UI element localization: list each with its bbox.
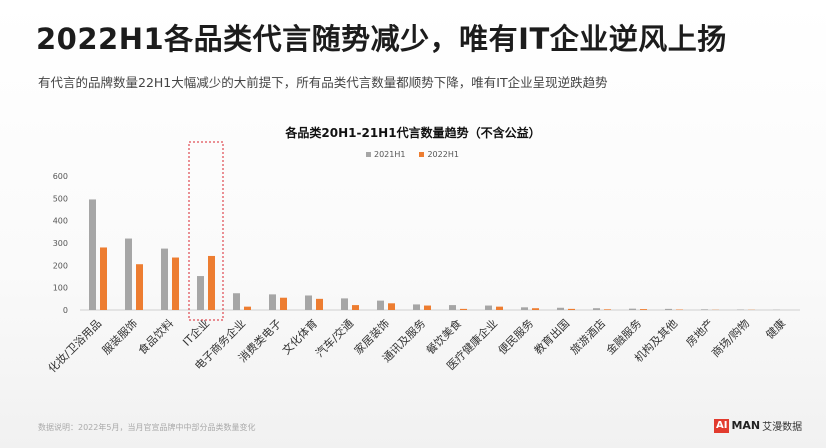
- legend-label-2021: 2021H1: [374, 150, 406, 159]
- category-label: 旅游酒店: [567, 316, 608, 357]
- category-label: 服装服饰: [99, 316, 140, 357]
- data-footnote: 数据说明：2022年5月，当月官宣品牌中中部分品类数量变化: [38, 423, 256, 432]
- bar-2022H1-13: [568, 308, 575, 310]
- chart-legend: 2021H1 2022H1: [366, 150, 459, 159]
- bar-2022H1-7: [352, 305, 359, 310]
- page-title: 2022H1各品类代言随势减少，唯有IT企业逆风上扬: [36, 22, 727, 56]
- category-label: IT企业: [180, 316, 213, 349]
- bar-2021H1-12: [521, 307, 528, 310]
- category-label: 房地产: [683, 316, 716, 349]
- bar-2021H1-3: [197, 276, 204, 310]
- brand-logo: AI MAN 艾漫数据: [714, 418, 802, 433]
- bar-2022H1-8: [388, 303, 395, 310]
- y-tick-label: 0: [63, 306, 68, 315]
- bar-2021H1-17: [701, 309, 708, 310]
- category-label: 食品饮料: [135, 316, 176, 357]
- bar-2021H1-15: [629, 308, 636, 310]
- bar-2022H1-3: [208, 255, 215, 310]
- bar-2022H1-9: [424, 305, 431, 310]
- bar-2021H1-14: [593, 308, 600, 310]
- y-tick-label: 200: [53, 261, 68, 270]
- bar-2021H1-9: [413, 304, 420, 310]
- bar-2022H1-4: [244, 306, 251, 310]
- bar-2022H1-11: [496, 306, 503, 310]
- bar-2021H1-0: [89, 199, 96, 310]
- category-label: 商场/购物: [708, 316, 752, 360]
- legend-item-2022: 2022H1: [419, 150, 459, 159]
- y-tick-label: 600: [53, 172, 68, 181]
- bar-2022H1-6: [316, 298, 323, 310]
- bar-2021H1-6: [305, 295, 312, 310]
- bar-2022H1-14: [604, 309, 611, 310]
- bar-2022H1-10: [460, 308, 467, 310]
- bar-2022H1-1: [136, 264, 143, 310]
- legend-swatch-2021: [366, 152, 371, 157]
- category-label: 健康: [763, 316, 788, 341]
- highlight-box: [188, 141, 224, 321]
- bar-2021H1-7: [341, 298, 348, 310]
- bar-2022H1-12: [532, 308, 539, 310]
- bar-2021H1-1: [125, 238, 132, 310]
- y-tick-label: 500: [53, 194, 68, 203]
- bar-2021H1-2: [161, 248, 168, 310]
- bar-2022H1-5: [280, 297, 287, 310]
- bar-2022H1-2: [172, 257, 179, 310]
- bar-2021H1-4: [233, 293, 240, 310]
- page-subtitle: 有代言的品牌数量22H1大幅减少的大前提下，所有品类代言数量都顺势下降，唯有IT…: [38, 75, 608, 90]
- y-tick-label: 100: [53, 284, 68, 293]
- bar-2021H1-16: [665, 308, 672, 310]
- category-label: 便民服务: [496, 317, 536, 357]
- bar-2022H1-15: [640, 309, 647, 310]
- logo-ai-mark: AI: [714, 418, 730, 433]
- legend-swatch-2022: [419, 152, 425, 157]
- category-label: 汽车/交通: [312, 316, 356, 360]
- logo-cn-text: 艾漫数据: [762, 422, 803, 433]
- bar-2021H1-8: [377, 300, 384, 310]
- y-tick-label: 300: [53, 239, 68, 248]
- legend-item-2021: 2021H1: [366, 150, 405, 159]
- bar-2022H1-0: [100, 247, 107, 310]
- chart-title: 各品类20H1-21H1代言数量趋势（不含公益）: [285, 126, 541, 140]
- bar-2021H1-13: [557, 307, 564, 310]
- bar-2021H1-5: [269, 294, 276, 310]
- y-tick-label: 400: [53, 217, 68, 226]
- logo-man-text: MAN: [731, 419, 761, 432]
- legend-label-2022: 2022H1: [427, 150, 459, 159]
- bar-2021H1-10: [449, 305, 456, 310]
- category-label: 教育出国: [531, 316, 572, 357]
- bar-2021H1-11: [485, 305, 492, 310]
- category-label: 化妆/卫浴用品: [45, 316, 104, 375]
